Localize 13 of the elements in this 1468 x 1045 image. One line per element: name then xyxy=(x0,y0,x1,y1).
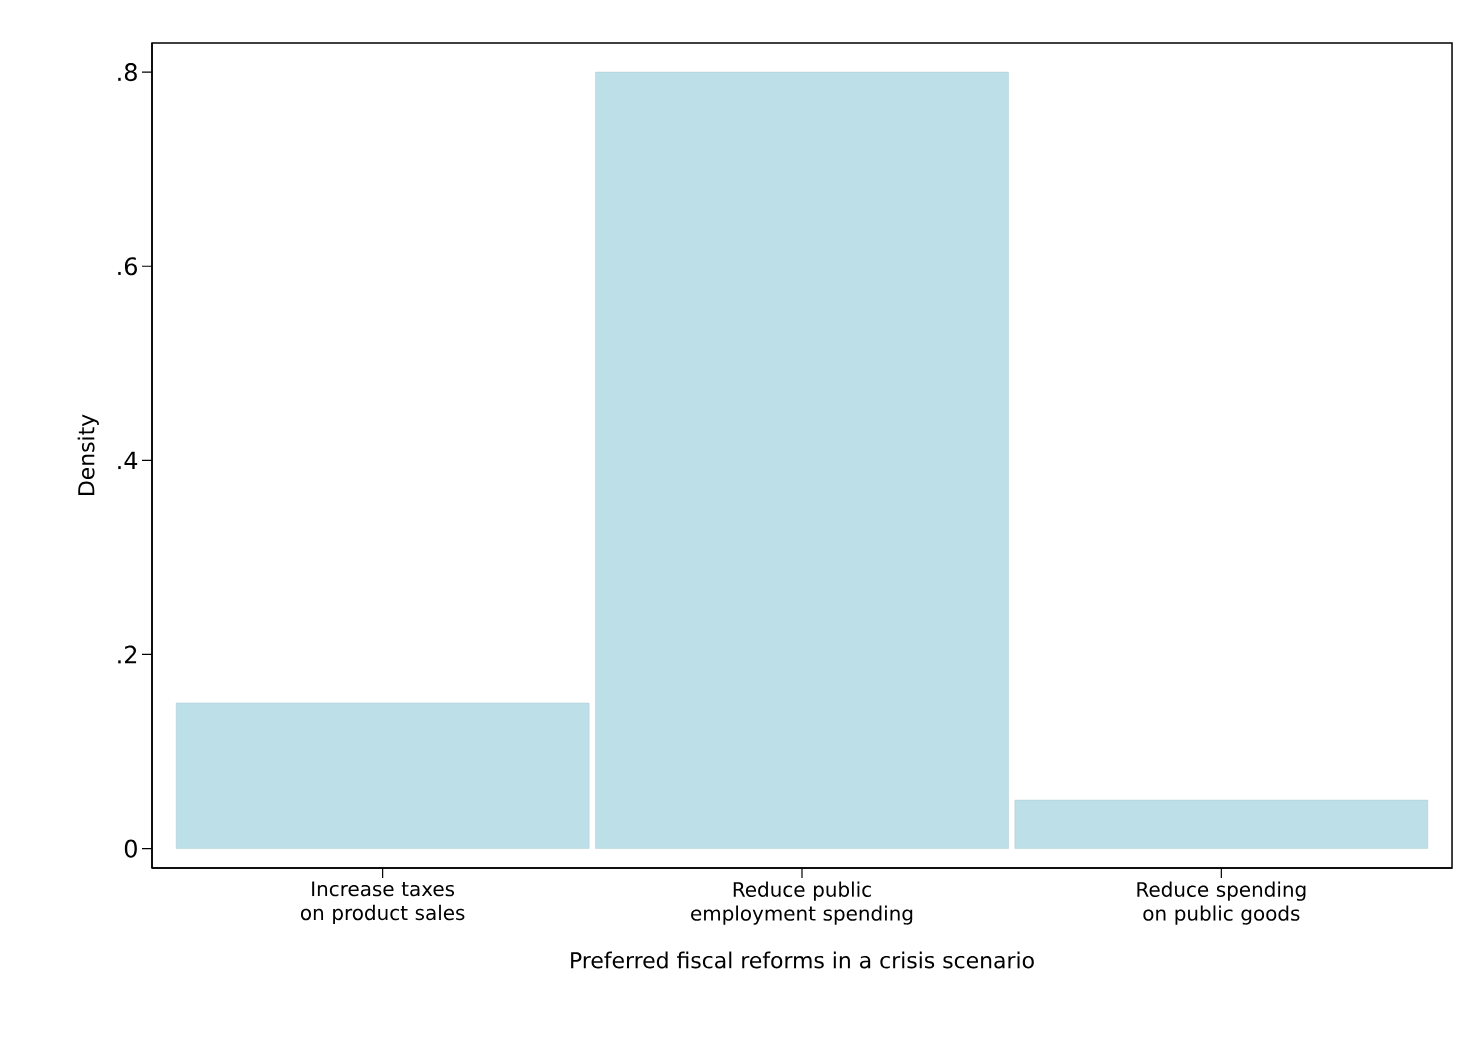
y-tick-label: .8 xyxy=(118,63,137,82)
x-tick-label: Reduce spending on public goods xyxy=(1137,881,1306,925)
y-tick-label: .2 xyxy=(118,645,137,664)
y-tick-label: 0 xyxy=(124,839,137,858)
bar xyxy=(1014,799,1429,849)
y-axis-title: Density xyxy=(77,414,99,495)
x-tick-label: Increase taxes on product sales xyxy=(300,881,465,925)
x-tick-label: Reduce public employment spending xyxy=(691,881,913,925)
bar xyxy=(595,71,1009,849)
y-tick-label: .6 xyxy=(118,257,137,276)
y-tick-label: .4 xyxy=(118,451,138,470)
bar xyxy=(175,702,590,849)
x-axis-title: Preferred fiscal reforms in a crisis scenario xyxy=(571,951,1034,969)
